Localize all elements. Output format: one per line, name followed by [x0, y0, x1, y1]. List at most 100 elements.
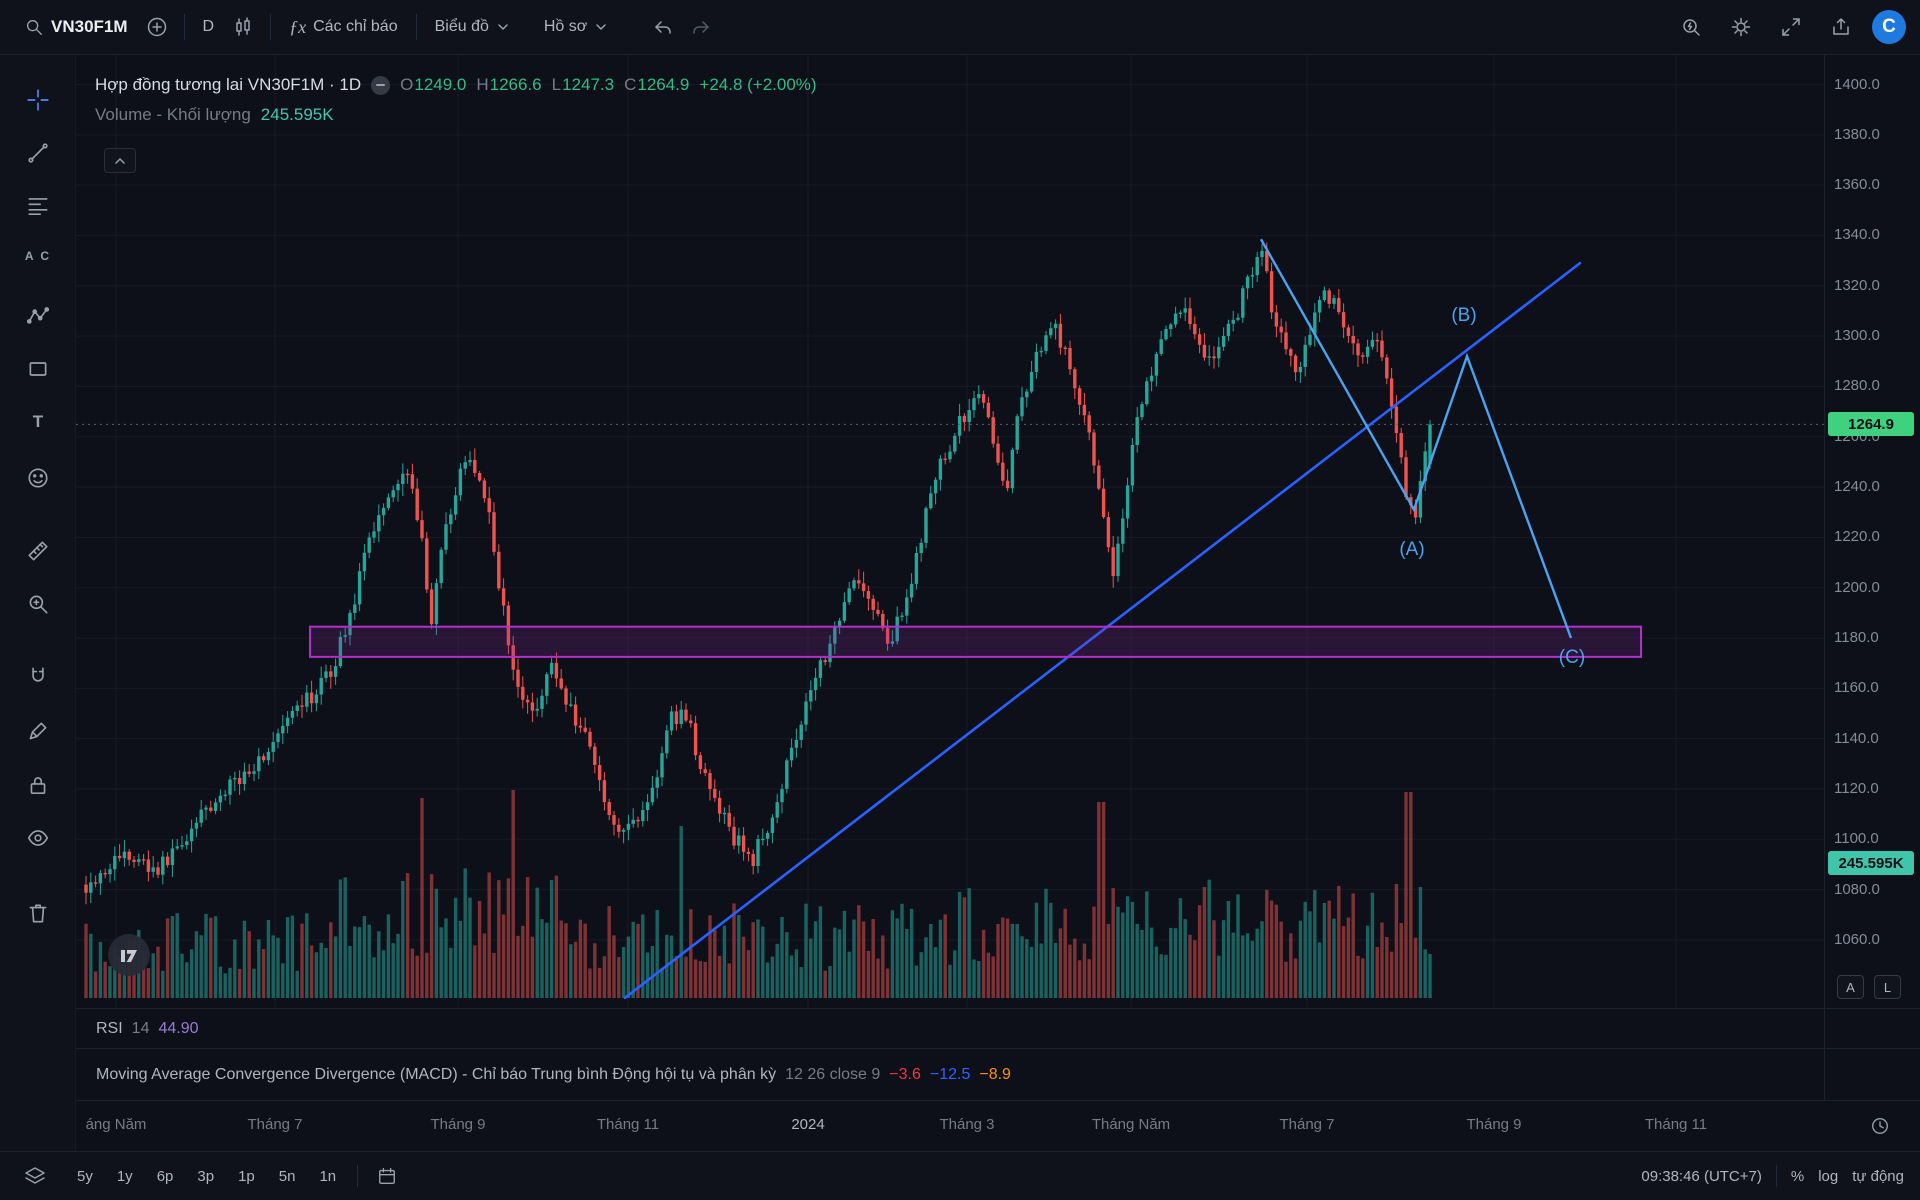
calendar-icon	[379, 1168, 396, 1184]
toolbar-separator	[183, 14, 185, 40]
percent-scale-button[interactable]: %	[1790, 1167, 1805, 1185]
price-tick: 1280.0	[1834, 377, 1880, 395]
interval-button[interactable]: D	[193, 11, 225, 43]
share-button[interactable]	[1822, 8, 1860, 46]
chart-canvas[interactable]: (A) (B) (C)	[76, 55, 1824, 1008]
range-button-5n[interactable]: 5n	[268, 1161, 307, 1192]
price-tick: 1300.0	[1834, 327, 1880, 345]
toolbar-separator	[415, 14, 417, 40]
time-label: Tháng 3	[939, 1116, 995, 1133]
toolbar-right-group: C	[1672, 8, 1906, 46]
high-value: 1266.6	[489, 75, 542, 94]
time-label: Tháng 9	[1466, 1116, 1522, 1133]
layout-button[interactable]: Biểu đồ	[425, 11, 520, 43]
trendline-tool[interactable]	[19, 134, 57, 172]
range-button-6p[interactable]: 6p	[146, 1161, 185, 1192]
quick-search-button[interactable]	[1672, 8, 1710, 46]
range-button-1p[interactable]: 1p	[227, 1161, 266, 1192]
chart-type-button[interactable]	[224, 8, 262, 46]
price-tick: 1340.0	[1834, 226, 1880, 244]
chart-legend: Hợp đồng tương lai VN30F1M · 1D O1249.0 …	[95, 72, 817, 128]
time-label: Tháng 9	[430, 1116, 486, 1133]
macd-name[interactable]: Moving Average Convergence Divergence (M…	[96, 1065, 777, 1083]
price-tick: 1140.0	[1834, 729, 1879, 747]
volume-value: 245.595K	[260, 105, 334, 124]
volume-badge: 245.595K	[1828, 851, 1914, 875]
rsi-pane: RSI 14 44.90	[76, 1008, 1920, 1048]
redo-button[interactable]	[682, 8, 720, 46]
zoom-tool[interactable]	[19, 585, 57, 623]
toolbar-separator	[270, 14, 272, 40]
price-scale-border	[1824, 55, 1825, 1100]
rsi-name[interactable]: RSI	[96, 1019, 123, 1037]
price-tick: 1360.0	[1834, 176, 1880, 194]
xabcd-pattern-tool[interactable]: A C	[19, 237, 57, 275]
bottom-toolbar: 5y 1y 6p 3p 1p 5n 1n 09:38:46 (UTC+7) % log tự…	[0, 1151, 1920, 1200]
svg-text:(C): (C)	[1559, 647, 1585, 668]
range-button-1y[interactable]: 1y	[106, 1161, 144, 1192]
rsi-value: 44.90	[158, 1019, 199, 1037]
remove-drawings-tool[interactable]	[19, 894, 57, 932]
text-tool[interactable]: T	[19, 403, 57, 441]
object-tree-button[interactable]	[16, 1157, 54, 1195]
broker-logo[interactable]: C	[1872, 10, 1906, 44]
high-label: H	[476, 75, 489, 94]
auto-scale-text-button[interactable]: tự động	[1852, 1167, 1904, 1185]
range-button-5y[interactable]: 5y	[66, 1161, 104, 1192]
symbol-search-button[interactable]: VN30F1M	[14, 10, 138, 44]
time-label: Tháng 11	[1644, 1116, 1708, 1133]
search-icon	[26, 19, 42, 35]
drawing-mode-tool[interactable]	[19, 712, 57, 750]
emoji-tool[interactable]	[19, 459, 57, 497]
fullscreen-button[interactable]	[1772, 8, 1810, 46]
price-tick: 1100.0	[1834, 830, 1879, 848]
compare-add-symbol-button[interactable]	[138, 8, 176, 46]
share-icon	[1833, 18, 1849, 35]
clock-icon	[1872, 1118, 1888, 1134]
hide-series-button[interactable]	[371, 75, 391, 95]
price-tick: 1180.0	[1834, 629, 1879, 647]
layout-label: Biểu đồ	[434, 18, 489, 35]
hide-drawings-tool[interactable]	[19, 819, 57, 857]
range-button-1n[interactable]: 1n	[308, 1161, 347, 1192]
shapes-tool[interactable]	[19, 350, 57, 388]
rsi-param: 14	[131, 1019, 150, 1037]
macd-histogram-value: −12.5	[929, 1065, 971, 1083]
undo-button[interactable]	[644, 8, 682, 46]
layers-icon	[25, 1167, 45, 1184]
time-label: áng Năm	[85, 1116, 147, 1133]
close-label: C	[624, 75, 637, 94]
magnet-tool[interactable]	[19, 658, 57, 696]
candlestick-icon	[236, 17, 250, 36]
log-scale-button[interactable]: log	[1818, 1167, 1839, 1185]
price-scale[interactable]: 1264.9 245.595K A L 1400.0 1380.0 1360.0 13…	[1825, 55, 1920, 1008]
auto-scale-button[interactable]: A	[1837, 975, 1864, 999]
open-label: O	[400, 75, 414, 94]
lock-drawings-tool[interactable]	[19, 766, 57, 804]
range-button-3p[interactable]: 3p	[186, 1161, 225, 1192]
time-axis[interactable]: áng Năm Tháng 7 Tháng 9 Tháng 11 2024 Tháng 3…	[76, 1100, 1920, 1151]
templates-button[interactable]: Hồ sơ	[534, 11, 618, 43]
time-settings-button[interactable]	[1868, 1114, 1892, 1138]
fib-retracement-tool[interactable]	[19, 187, 57, 225]
interval-label: D	[202, 18, 215, 35]
volume-label[interactable]: Volume - Khối lượng	[95, 105, 251, 124]
price-tick: 1160.0	[1834, 679, 1879, 697]
elliott-wave-tool[interactable]	[19, 297, 57, 335]
go-to-date-button[interactable]	[368, 1157, 406, 1195]
indicators-button[interactable]: ƒx Các chỉ báo	[279, 10, 408, 45]
low-value: 1247.3	[562, 75, 615, 94]
crosshair-tool[interactable]	[19, 81, 57, 119]
instrument-title[interactable]: Hợp đồng tương lai VN30F1M · 1D	[95, 75, 362, 94]
clock-display[interactable]: 09:38:46 (UTC+7)	[1641, 1167, 1762, 1185]
price-tick: 1220.0	[1834, 528, 1880, 546]
measure-tool[interactable]	[19, 532, 57, 570]
collapse-legend-button[interactable]	[104, 148, 136, 173]
settings-button[interactable]	[1722, 8, 1760, 46]
svg-text:(A): (A)	[1399, 539, 1424, 560]
tradingview-logo[interactable]	[108, 934, 150, 976]
lock-scale-button[interactable]: L	[1874, 975, 1901, 999]
quick-search-icon	[1683, 19, 1700, 36]
chevron-up-icon	[115, 157, 125, 164]
